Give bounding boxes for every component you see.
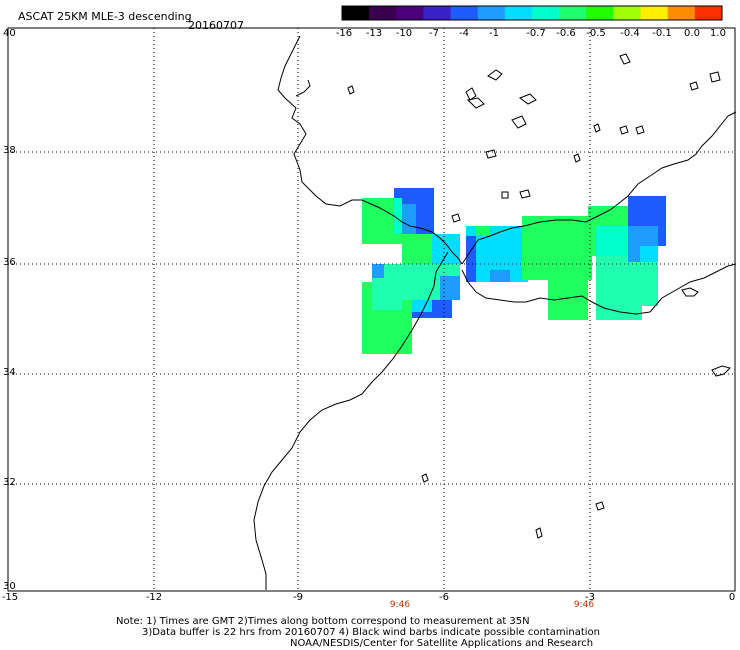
colorbar-segment (369, 6, 397, 20)
coastline (253, 35, 737, 590)
colorbar-segment (586, 6, 614, 20)
lat-label: 38 (3, 145, 16, 156)
swath-cell (522, 216, 592, 280)
note-line-3: NOAA/NESDIS/Center for Satellite Applica… (290, 638, 594, 649)
lat-label: 34 (3, 367, 16, 378)
pass-time-label: 9:46 (389, 600, 411, 610)
swath-cell (402, 204, 416, 234)
swath-cell (412, 300, 432, 312)
lon-label: -15 (1, 592, 19, 603)
lon-label: -3 (585, 592, 595, 603)
lat-label: 40 (3, 28, 16, 39)
colorbar-label: -0.1 (652, 28, 672, 39)
lon-label: -6 (439, 592, 449, 603)
swath-cell (476, 226, 490, 236)
product-title: ASCAT 25KM MLE-3 descending (18, 10, 192, 23)
lon-label: -9 (293, 592, 303, 603)
mle-swath (362, 188, 666, 354)
lon-label: 0 (728, 592, 736, 603)
colorbar-label: -0.4 (620, 28, 640, 39)
note-line-1: Note: 1) Times are GMT 2)Times along bot… (116, 616, 530, 627)
colorbar-segment (477, 6, 506, 20)
lon-label: -12 (145, 592, 163, 603)
colorbar-label: -13 (365, 28, 383, 39)
colorbar-label: -0.7 (526, 28, 546, 39)
swath-cell (640, 246, 658, 262)
colorbar-label: -0.5 (586, 28, 606, 39)
lat-label: 30 (3, 581, 16, 592)
colorbar-label: -4 (459, 28, 469, 39)
map-frame (7, 27, 736, 592)
colorbar-segment (450, 6, 479, 20)
colorbar (341, 5, 723, 21)
swath-cell (372, 264, 384, 278)
note-line-2: 3)Data buffer is 22 hrs from 20160707 4)… (142, 627, 600, 638)
swath-cell (362, 282, 372, 354)
colorbar-label: 1.0 (710, 28, 726, 39)
lat-label: 32 (3, 477, 16, 488)
swath-cell (394, 198, 402, 234)
colorbar-label: -7 (429, 28, 439, 39)
colorbar-segment (423, 6, 452, 20)
colorbar-label: -0.6 (556, 28, 576, 39)
colorbar-label: 0.0 (684, 28, 700, 39)
swath-cell (432, 234, 460, 264)
colorbar-label: -16 (335, 28, 353, 39)
colorbar-segment (532, 6, 560, 20)
swath-cell (466, 236, 476, 282)
colorbar-segment (640, 6, 669, 20)
swath-cell (440, 276, 460, 300)
colorbar-segment (396, 6, 424, 20)
colorbar-label: -1 (489, 28, 499, 39)
swath-cell (596, 306, 642, 320)
swath-cell (402, 234, 432, 264)
colorbar-segment (559, 6, 587, 20)
swath-cell (490, 270, 510, 282)
colorbar-label: -10 (395, 28, 413, 39)
swath-cell (596, 256, 658, 306)
swath-cell (372, 300, 402, 310)
product-date: 20160707 (188, 19, 244, 32)
lat-label: 36 (3, 257, 16, 268)
colorbar-segment (667, 6, 696, 20)
colorbar-segment (694, 6, 723, 20)
pass-time-label: 9:46 (573, 600, 595, 610)
colorbar-segment (504, 6, 533, 20)
colorbar-segment (613, 6, 642, 20)
colorbar-segment (342, 6, 370, 20)
colorbar-frame (341, 5, 723, 21)
swath-cell (596, 226, 628, 256)
